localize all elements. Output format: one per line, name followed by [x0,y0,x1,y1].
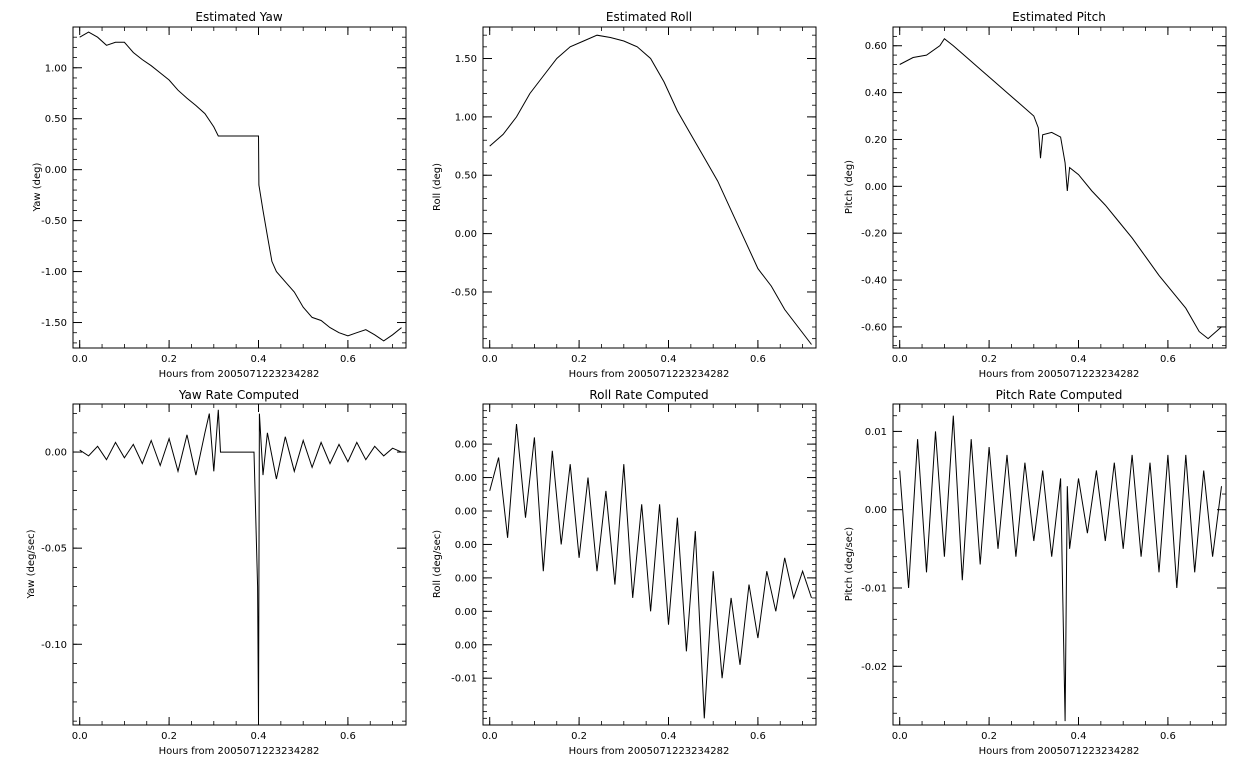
y-axis-label: Pitch (deg) [844,160,855,214]
x-axis-label: Hours from 2005071223234282 [159,746,320,757]
plot-frame [482,26,817,349]
x-tick-label: 0.4 [251,354,267,365]
y-tick-label: 0.00 [455,540,477,551]
x-tick-label: 0.6 [750,354,766,365]
x-axis-label: Hours from 2005071223234282 [159,369,320,380]
x-tick-label: 0.4 [1071,731,1087,742]
panel-title: Pitch Rate Computed [996,388,1123,402]
y-tick-label: 0.40 [865,88,887,99]
data-line [489,34,812,345]
y-tick-label: 0.50 [45,114,67,125]
y-axis-label: Roll (deg) [432,163,443,211]
x-tick-label: 0.0 [892,731,908,742]
x-tick-label: 0.0 [72,731,88,742]
y-tick-label: -1.50 [41,318,67,329]
panel-title: Estimated Yaw [195,10,282,24]
y-axis-label: Roll (deg/sec) [432,530,443,598]
y-tick-label: -0.50 [451,287,477,298]
y-tick-label: 0.00 [455,473,477,484]
x-tick-label: 0.2 [981,354,997,365]
y-tick-label: 0.60 [865,41,887,52]
x-tick-label: 0.6 [340,354,356,365]
y-tick-label: 0.20 [865,135,887,146]
x-tick-label: 0.2 [571,354,587,365]
plot-frame [892,26,1227,349]
y-tick-label: 0.00 [455,640,477,651]
x-tick-label: 0.2 [161,354,177,365]
y-axis-label: Yaw (deg) [32,162,43,212]
plot-frame [892,403,1227,726]
x-tick-label: 0.0 [482,354,498,365]
data-line [79,409,402,722]
plot-frame [72,26,407,349]
x-tick-label: 0.4 [251,731,267,742]
y-tick-label: 0.00 [455,507,477,518]
y-tick-label: -0.60 [861,322,887,333]
data-line [899,37,1222,340]
y-tick-label: 0.00 [865,505,887,516]
y-tick-label: -0.01 [861,583,887,594]
y-tick-label: 0.00 [455,607,477,618]
panel-pitch-rate-computed: Pitch Rate Computed Hours from 200507122… [844,388,1227,757]
y-tick-label: 0.00 [455,573,477,584]
y-tick-label: 0.00 [865,182,887,193]
x-axis-label: Hours from 2005071223234282 [569,369,730,380]
y-tick-label: -1.00 [41,267,67,278]
y-axis-label: Yaw (deg/sec) [26,529,37,599]
x-tick-label: 0.2 [161,731,177,742]
plot-frame [72,403,407,726]
y-tick-label: -0.01 [451,674,477,685]
x-tick-label: 0.4 [661,731,677,742]
x-tick-label: 0.6 [340,731,356,742]
y-tick-label: 0.00 [455,229,477,240]
y-tick-label: 1.00 [455,112,477,123]
x-axis-label: Hours from 2005071223234282 [979,369,1140,380]
panel-estimated-pitch: Estimated Pitch Hours from 2005071223234… [844,10,1227,380]
panel-title: Yaw Rate Computed [178,388,299,402]
y-tick-label: -0.10 [41,640,67,651]
panel-title: Roll Rate Computed [589,388,708,402]
y-tick-label: -0.05 [41,544,67,555]
y-axis-label: Pitch (deg/sec) [844,527,855,602]
x-tick-label: 0.4 [1071,354,1087,365]
x-tick-label: 0.4 [661,354,677,365]
panel-estimated-roll: Estimated Roll Hours from 20050712232342… [432,10,817,380]
x-tick-label: 0.0 [892,354,908,365]
panel-title: Estimated Roll [606,10,692,24]
data-line [899,415,1222,722]
y-tick-label: 0.00 [455,440,477,451]
data-line [489,424,812,719]
x-tick-label: 0.6 [750,731,766,742]
x-axis-label: Hours from 2005071223234282 [569,746,730,757]
data-line [79,31,402,342]
x-tick-label: 0.6 [1160,731,1176,742]
panel-title: Estimated Pitch [1012,10,1106,24]
x-tick-label: 0.6 [1160,354,1176,365]
panel-roll-rate-computed: Roll Rate Computed Hours from 2005071223… [432,388,817,757]
y-tick-label: 1.50 [455,54,477,65]
x-axis-label: Hours from 2005071223234282 [979,746,1140,757]
x-tick-label: 0.0 [482,731,498,742]
y-tick-label: -0.20 [861,229,887,240]
y-tick-label: 1.00 [45,63,67,74]
x-tick-label: 0.2 [981,731,997,742]
x-tick-label: 0.2 [571,731,587,742]
y-tick-label: 0.00 [45,448,67,459]
y-tick-label: -0.50 [41,216,67,227]
y-tick-label: 0.50 [455,171,477,182]
y-tick-label: 0.01 [865,427,887,438]
y-tick-label: -0.02 [861,662,887,673]
panel-yaw-rate-computed: Yaw Rate Computed Hours from 20050712232… [26,388,407,757]
panel-estimated-yaw: Estimated Yaw Hours from 200507122323428… [32,10,407,380]
y-tick-label: -0.40 [861,276,887,287]
x-tick-label: 0.0 [72,354,88,365]
y-tick-label: 0.00 [45,165,67,176]
